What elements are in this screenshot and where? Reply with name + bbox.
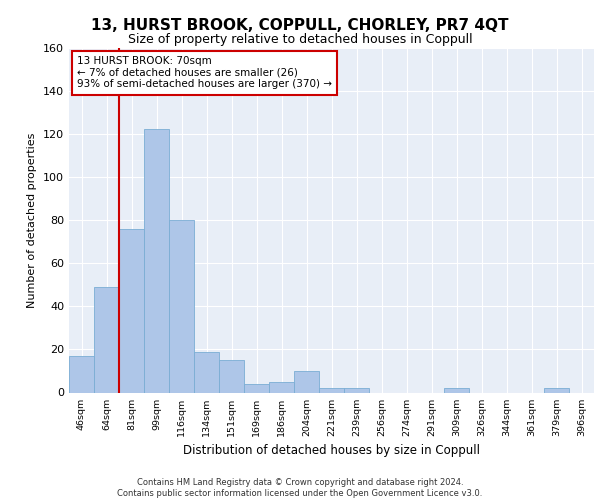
Text: Size of property relative to detached houses in Coppull: Size of property relative to detached ho… [128,32,472,46]
Bar [69,356,94,393]
Text: 13 HURST BROOK: 70sqm
← 7% of detached houses are smaller (26)
93% of semi-detac: 13 HURST BROOK: 70sqm ← 7% of detached h… [77,56,332,90]
Bar [244,384,269,392]
Bar [269,382,294,392]
Bar [319,388,344,392]
Bar [119,228,144,392]
Bar [94,287,119,393]
Bar [344,388,369,392]
Bar [544,388,569,392]
Bar [194,352,219,393]
Text: 13, HURST BROOK, COPPULL, CHORLEY, PR7 4QT: 13, HURST BROOK, COPPULL, CHORLEY, PR7 4… [91,18,509,32]
Y-axis label: Number of detached properties: Number of detached properties [28,132,37,308]
Text: Contains HM Land Registry data © Crown copyright and database right 2024.
Contai: Contains HM Land Registry data © Crown c… [118,478,482,498]
Bar [219,360,244,392]
Bar [144,130,169,392]
Bar [169,220,194,392]
X-axis label: Distribution of detached houses by size in Coppull: Distribution of detached houses by size … [183,444,480,457]
Bar [444,388,469,392]
Bar [294,371,319,392]
